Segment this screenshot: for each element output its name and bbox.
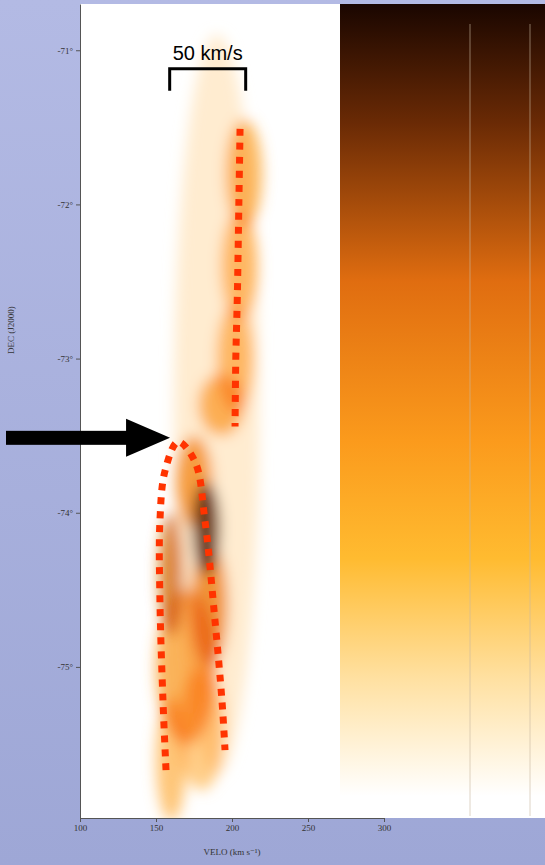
x-tick-mark xyxy=(384,818,385,822)
y-tick-mark xyxy=(76,50,80,51)
y-tick-mark xyxy=(76,513,80,514)
arrow-shaft xyxy=(6,431,128,445)
x-tick-mark xyxy=(308,818,309,822)
x-tick-label: 200 xyxy=(226,823,240,833)
x-tick: 150 xyxy=(150,818,164,833)
x-tick-mark xyxy=(80,818,81,822)
x-tick: 200 xyxy=(226,818,240,833)
arrow-head xyxy=(126,419,170,457)
x-tick-mark xyxy=(232,818,233,822)
plot-group xyxy=(156,35,262,818)
x-tick-mark xyxy=(156,818,157,822)
y-axis-title: DEC (J2000) xyxy=(6,306,16,354)
y-tick-mark xyxy=(76,667,80,668)
emission-group xyxy=(156,35,262,818)
y-tick: -71° xyxy=(57,46,80,56)
y-tick-label: -71° xyxy=(57,46,73,56)
emission-blob xyxy=(179,667,225,790)
x-axis-title: VELO (km s⁻¹) xyxy=(204,847,261,857)
y-tick: -74° xyxy=(57,508,80,518)
x-tick: 300 xyxy=(378,818,392,833)
y-tick: -72° xyxy=(57,200,80,210)
y-tick-mark xyxy=(76,359,80,360)
y-tick-label: -74° xyxy=(57,508,73,518)
ridge-line xyxy=(159,442,225,770)
pointer-arrow xyxy=(6,419,170,457)
x-tick-label: 300 xyxy=(378,823,392,833)
x-tick-label: 250 xyxy=(302,823,316,833)
colour-panel-base xyxy=(340,796,545,818)
y-tick-label: -75° xyxy=(57,662,73,672)
bracket-label: 50 km/s xyxy=(173,42,243,64)
scale-bracket xyxy=(170,69,246,91)
emission-blob xyxy=(226,120,262,228)
colour-panel-frame xyxy=(470,24,471,816)
x-tick-label: 150 xyxy=(150,823,164,833)
ridge-line xyxy=(235,129,240,427)
bracket-line xyxy=(170,69,246,91)
x-tick-label: 100 xyxy=(74,823,88,833)
y-tick-mark xyxy=(76,204,80,205)
y-tick: -75° xyxy=(57,662,80,672)
x-tick: 250 xyxy=(302,818,316,833)
y-tick-label: -73° xyxy=(57,354,73,364)
chart: -71° -72° -73° -74° -75° 100 150 200 250 300 VELO … xyxy=(0,0,545,865)
x-tick: 100 xyxy=(74,818,88,833)
y-axis-line xyxy=(80,5,81,819)
colour-panel-frame xyxy=(530,24,531,816)
plot-area xyxy=(80,4,340,818)
y-axis: -71° -72° -73° -74° -75° xyxy=(57,5,80,819)
background xyxy=(0,0,545,865)
y-tick-label: -72° xyxy=(57,200,73,210)
colour-panel xyxy=(340,4,545,796)
x-axis: 100 150 200 250 300 xyxy=(74,818,392,833)
y-tick: -73° xyxy=(57,354,80,364)
